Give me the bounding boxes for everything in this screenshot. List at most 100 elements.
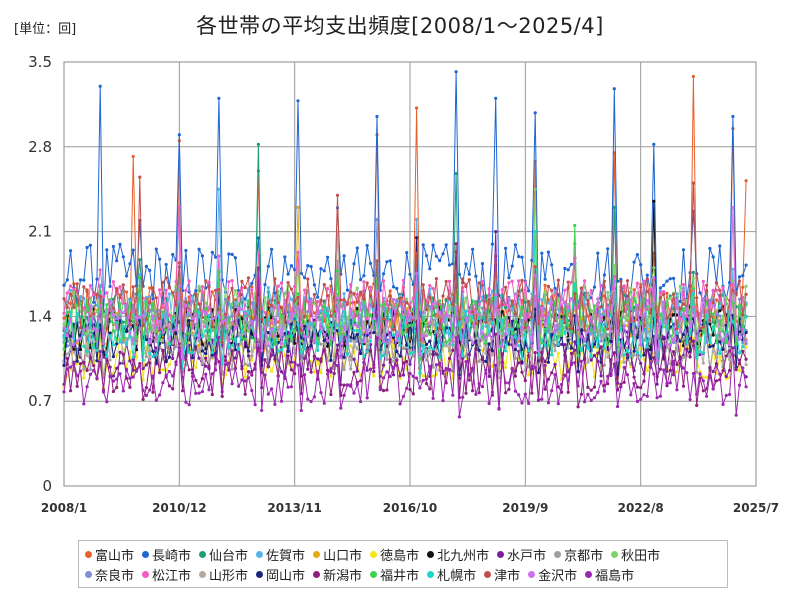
data-point: [441, 320, 445, 324]
data-point: [131, 375, 135, 379]
data-point: [589, 289, 593, 293]
data-point: [138, 362, 142, 366]
data-point: [718, 314, 722, 318]
data-point: [408, 362, 412, 366]
data-point: [741, 295, 745, 299]
data-point: [326, 344, 330, 348]
data-point: [329, 367, 333, 371]
data-point: [395, 304, 399, 308]
data-point: [504, 303, 508, 307]
data-point: [668, 277, 672, 281]
data-point: [256, 346, 260, 350]
data-point: [217, 270, 221, 274]
data-point: [658, 286, 663, 290]
data-point: [622, 284, 626, 288]
data-point: [573, 282, 577, 286]
data-point: [148, 301, 152, 305]
data-point: [431, 302, 435, 306]
data-point: [523, 392, 527, 396]
data-point: [329, 392, 333, 397]
data-point: [447, 367, 452, 372]
data-point: [586, 360, 590, 364]
data-point: [306, 300, 310, 304]
data-point: [111, 280, 115, 284]
data-point: [362, 320, 366, 324]
data-point: [382, 272, 386, 276]
data-point: [279, 399, 284, 403]
data-point: [65, 310, 69, 314]
data-point: [299, 271, 303, 275]
data-point: [88, 367, 92, 372]
data-point: [88, 320, 92, 324]
data-point: [85, 315, 89, 320]
data-point: [303, 276, 307, 280]
data-point: [401, 361, 405, 365]
data-point: [309, 299, 313, 303]
data-point: [658, 296, 663, 300]
data-point: [480, 385, 485, 389]
data-point: [662, 283, 666, 287]
data-point: [741, 344, 745, 349]
data-point: [616, 358, 620, 362]
data-point: [540, 397, 544, 401]
data-point: [586, 314, 590, 318]
data-point: [385, 302, 389, 307]
data-point: [658, 322, 663, 326]
data-point: [171, 374, 175, 378]
data-point: [388, 289, 392, 293]
data-point: [665, 291, 669, 295]
data-point: [62, 347, 66, 351]
data-point: [447, 297, 452, 301]
data-point: [662, 335, 666, 339]
data-point: [629, 299, 633, 303]
data-point: [385, 341, 389, 345]
data-point: [513, 327, 518, 331]
data-point: [279, 306, 284, 310]
data-point: [405, 251, 409, 255]
data-point: [415, 236, 419, 240]
data-point: [118, 372, 122, 376]
data-point: [111, 307, 115, 311]
data-point: [210, 353, 214, 357]
data-point: [583, 356, 587, 360]
data-point: [616, 372, 620, 376]
data-point: [359, 379, 363, 383]
data-point: [431, 396, 435, 400]
data-point: [523, 332, 527, 336]
data-point: [233, 337, 237, 341]
data-point: [75, 282, 79, 286]
data-point: [424, 377, 429, 381]
data-point: [345, 383, 349, 387]
data-point: [138, 294, 142, 298]
data-point: [256, 142, 260, 146]
data-point: [329, 358, 333, 362]
data-point: [441, 342, 445, 346]
data-point: [507, 316, 511, 320]
data-point: [494, 261, 498, 266]
data-point: [599, 379, 603, 383]
data-point: [507, 296, 511, 300]
data-point: [121, 336, 125, 340]
data-point: [207, 388, 211, 392]
data-point: [477, 391, 481, 395]
data-point: [349, 290, 353, 294]
data-point: [490, 336, 494, 341]
data-point: [474, 347, 478, 352]
data-point: [744, 292, 748, 296]
data-point: [718, 298, 722, 302]
legend-label: 仙台市: [209, 548, 249, 564]
data-point: [566, 280, 570, 284]
data-point: [141, 358, 145, 362]
data-point: [395, 338, 399, 342]
series-line: [63, 207, 747, 342]
data-point: [253, 334, 257, 338]
data-point: [708, 298, 712, 302]
data-point: [711, 288, 715, 292]
data-point: [118, 285, 122, 289]
data-point: [405, 300, 409, 305]
data-point: [217, 187, 221, 191]
data-point: [428, 352, 432, 356]
data-point: [734, 342, 738, 346]
data-point: [457, 356, 461, 360]
data-point: [266, 392, 270, 396]
